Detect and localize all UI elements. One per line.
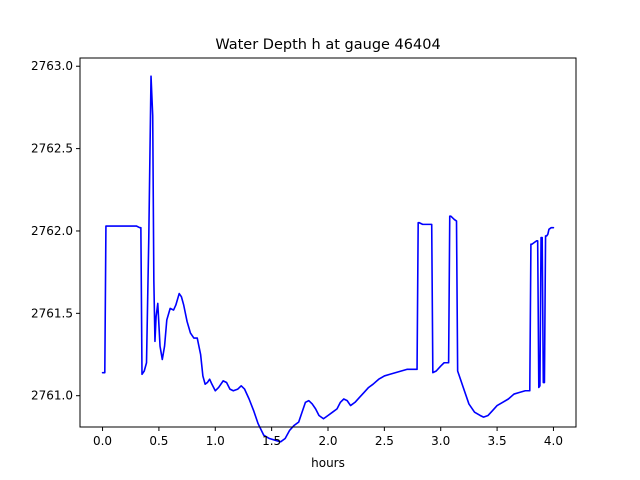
x-tick-label: 1.0 xyxy=(206,434,225,448)
y-tick-label: 2761.0 xyxy=(31,389,73,403)
chart-title: Water Depth h at gauge 46404 xyxy=(215,37,440,53)
x-tick-label: 0.0 xyxy=(93,434,112,448)
y-tick-label: 2761.5 xyxy=(31,306,73,320)
x-tick-label: 2.0 xyxy=(318,434,337,448)
series-line-0 xyxy=(101,75,555,443)
y-tick-label: 2762.0 xyxy=(31,224,73,238)
series-layer xyxy=(101,75,555,443)
x-tick-label: 4.0 xyxy=(544,434,563,448)
x-tick-label: 2.5 xyxy=(375,434,394,448)
x-tick-label: 1.5 xyxy=(262,434,281,448)
y-tick-label: 2763.0 xyxy=(31,59,73,73)
y-tick-label: 2762.5 xyxy=(31,142,73,156)
x-tick-label: 3.5 xyxy=(488,434,507,448)
x-axis: 0.0 0.5 1.0 1.5 2.0 2.5 3.0 3.5 4.0 xyxy=(93,427,563,448)
y-axis: 2761.0 2761.5 2762.0 2762.5 2763.0 xyxy=(31,59,80,403)
x-tick-label: 3.0 xyxy=(431,434,450,448)
x-tick-label: 0.5 xyxy=(149,434,168,448)
x-axis-label: hours xyxy=(311,456,345,470)
